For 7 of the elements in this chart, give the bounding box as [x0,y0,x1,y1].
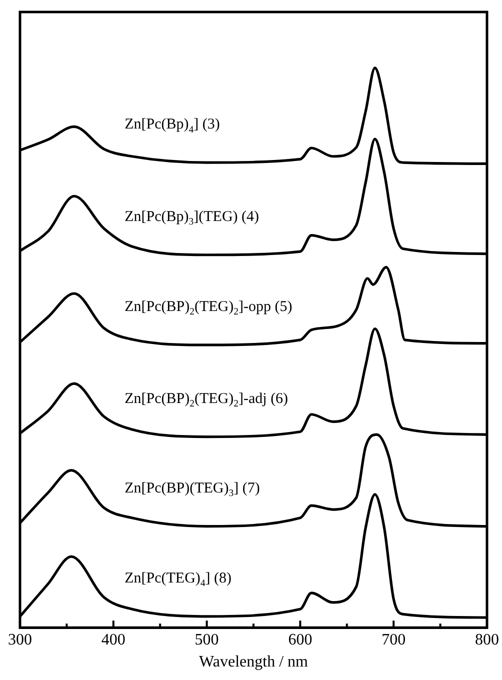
x-tick-label: 500 [194,631,219,648]
x-tick-label: 700 [382,631,406,648]
x-tick-label: 400 [101,631,126,648]
x-tick-label: 300 [8,631,32,648]
x-tick-label: 800 [475,631,499,648]
x-axis-title: Wavelength / nm [199,654,309,671]
x-tick-label: 600 [288,631,312,648]
